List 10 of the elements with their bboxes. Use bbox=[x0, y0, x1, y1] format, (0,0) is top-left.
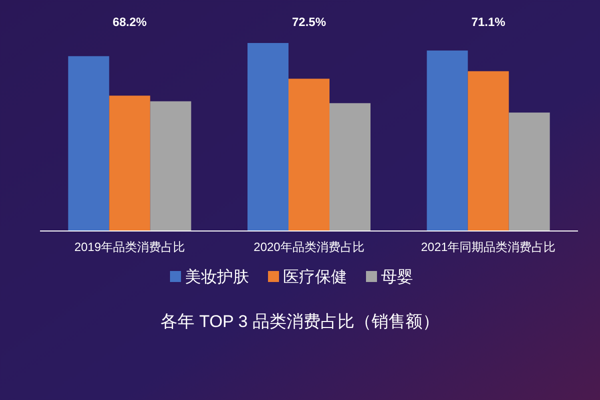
x-tick-label: 2020年品类消费占比 bbox=[254, 240, 364, 254]
x-tick-label: 2019年品类消费占比 bbox=[74, 240, 186, 254]
legend-label: 母婴 bbox=[381, 269, 413, 286]
legend-label: 美妆护肤 bbox=[185, 268, 249, 286]
text: 68.2% bbox=[112, 15, 148, 29]
x-tick-label: 2021年同期品类消费占比 bbox=[420, 240, 556, 254]
text: 72.5% bbox=[292, 15, 326, 29]
text: 71.1% bbox=[471, 15, 506, 29]
legend-label: 医疗保健 bbox=[283, 268, 347, 286]
text: 各年 TOP 3 品类消费占比（销售额） bbox=[160, 312, 440, 331]
